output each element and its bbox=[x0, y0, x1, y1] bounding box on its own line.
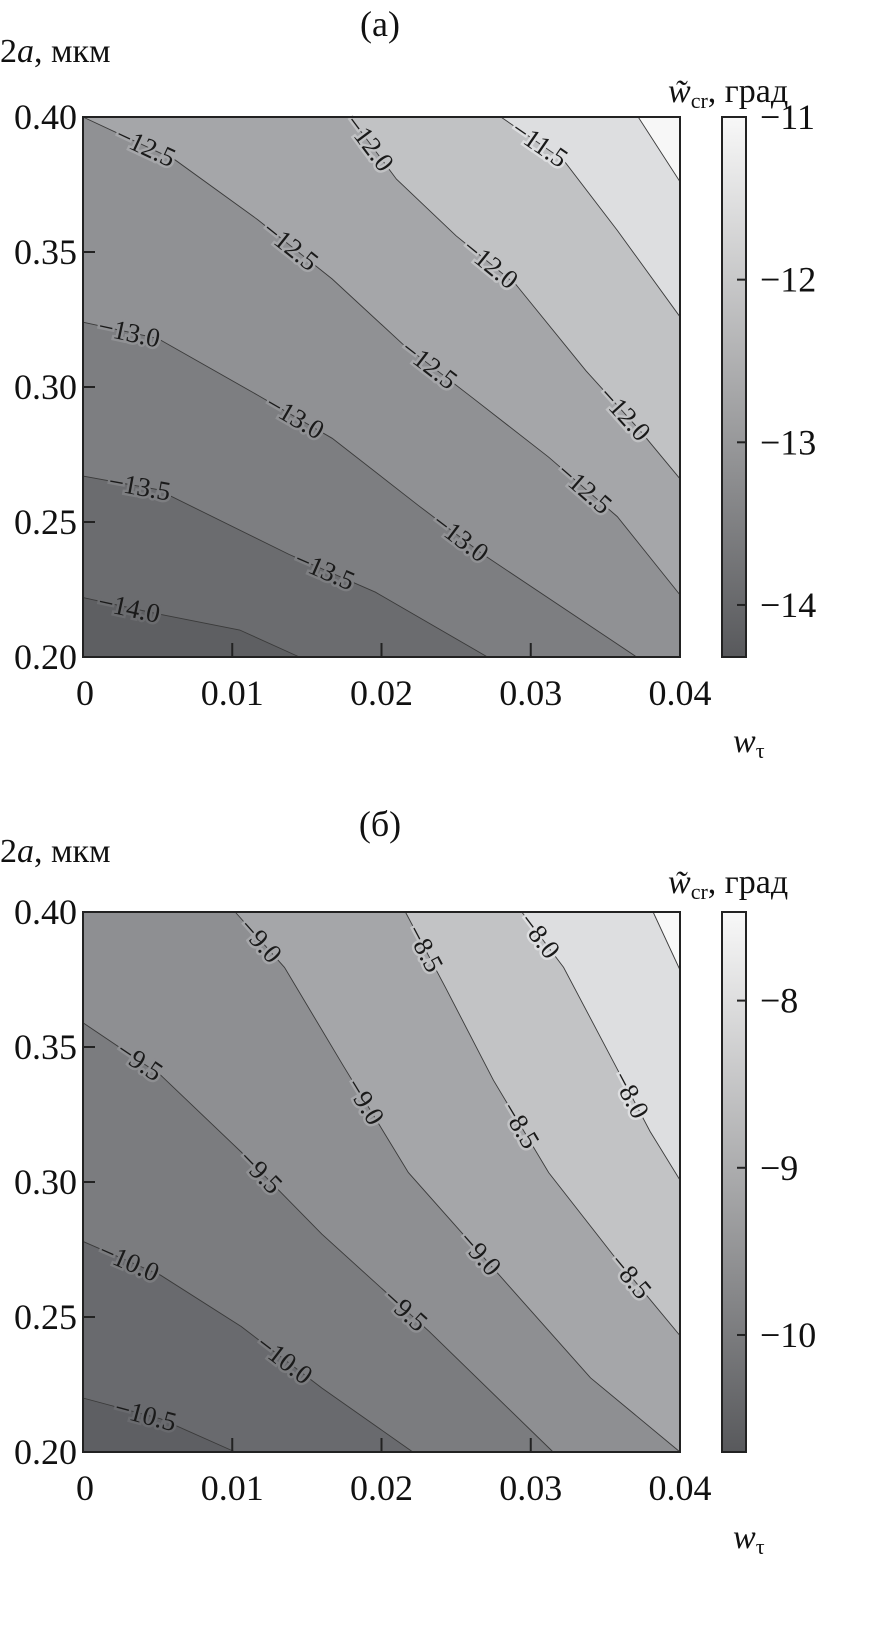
y-tick-label: 0.20 bbox=[14, 1432, 77, 1472]
y-tick-label: 0.35 bbox=[14, 1027, 77, 1067]
chart-panel-b: −10.5−10.0−10.0−9.5−9.5−9.5−9.0−9.0−9.0−… bbox=[0, 804, 816, 1559]
x-axis-label-sub: τ bbox=[756, 738, 765, 763]
y-tick-label: 0.30 bbox=[14, 1162, 77, 1202]
y-axis-label: 2a, мкм bbox=[0, 833, 111, 870]
contour-line bbox=[82, 116, 681, 596]
contour-line bbox=[82, 1022, 554, 1453]
y-tick-label: 0.25 bbox=[14, 1297, 77, 1337]
colorbar-tick-label: −14 bbox=[760, 585, 816, 625]
x-tick-label: 0.01 bbox=[201, 673, 264, 713]
contour-line bbox=[500, 116, 681, 318]
colorbar-tick-label: −8 bbox=[760, 981, 798, 1021]
chart-panel-a: −14.0−13.5−13.5−13.0−13.0−13.0−12.5−12.5… bbox=[0, 4, 816, 763]
colorbar-label-unit: , град bbox=[708, 864, 788, 901]
contour-line bbox=[349, 116, 681, 480]
x-tick-label: 0.04 bbox=[649, 673, 712, 713]
y-axis-label-num: 2 bbox=[0, 833, 17, 870]
x-tick-label: 0.01 bbox=[201, 1468, 264, 1508]
colorbar-label-unit: , град bbox=[708, 73, 788, 110]
colorbar bbox=[721, 911, 747, 1453]
x-axis-label: wτ bbox=[733, 1519, 765, 1559]
x-tick-label: 0.03 bbox=[499, 673, 562, 713]
x-axis-label-var: w bbox=[733, 723, 756, 760]
colorbar-tick-label: −9 bbox=[760, 1148, 798, 1188]
contour-band bbox=[350, 117, 680, 479]
x-tick-label: 0 bbox=[76, 673, 94, 713]
contour-line bbox=[82, 1397, 236, 1453]
y-tick-label: 0.20 bbox=[14, 637, 77, 677]
colorbar-tick-label: −12 bbox=[760, 260, 816, 300]
colorbar-label-var: w̃ bbox=[668, 73, 691, 110]
panel-title: (a) bbox=[360, 4, 400, 44]
x-tick-label: 0.04 bbox=[649, 1468, 712, 1508]
y-tick-label: 0.25 bbox=[14, 502, 77, 542]
x-tick-label: 0.03 bbox=[499, 1468, 562, 1508]
x-axis-label-var: w bbox=[733, 1519, 756, 1556]
colorbar-label-sub: cr bbox=[691, 879, 709, 904]
colorbar-label: w̃cr, град bbox=[668, 73, 788, 113]
y-axis-label-var: a bbox=[17, 33, 34, 70]
contour-line bbox=[405, 911, 681, 1336]
y-axis-label-var: a bbox=[17, 833, 34, 870]
colorbar-label-var: w̃ bbox=[668, 864, 691, 901]
colorbar-label-sub: cr bbox=[691, 88, 709, 113]
x-tick-label: 0.02 bbox=[350, 1468, 413, 1508]
colorbar-tick-label: −11 bbox=[760, 97, 815, 137]
y-axis-label-unit: , мкм bbox=[34, 33, 111, 70]
contour-line bbox=[82, 321, 637, 658]
y-tick-label: 0.40 bbox=[14, 97, 77, 137]
y-axis-label-unit: , мкм bbox=[34, 833, 111, 870]
contour-line bbox=[637, 116, 681, 183]
contour-line bbox=[521, 911, 681, 1181]
colorbar-tick-label: −10 bbox=[760, 1315, 816, 1355]
y-axis-label: 2a, мкм bbox=[0, 33, 111, 70]
y-tick-label: 0.40 bbox=[14, 892, 77, 932]
panel-title: (б) bbox=[359, 804, 401, 844]
y-tick-label: 0.35 bbox=[14, 232, 77, 272]
x-tick-label: 0.02 bbox=[350, 673, 413, 713]
y-tick-label: 0.30 bbox=[14, 367, 77, 407]
contour-line bbox=[234, 911, 681, 1453]
y-axis-label-num: 2 bbox=[0, 33, 17, 70]
contour-line bbox=[82, 475, 488, 658]
colorbar-tick-label: −13 bbox=[760, 422, 816, 462]
colorbar bbox=[721, 116, 747, 658]
contour-line bbox=[652, 911, 681, 971]
contour-band bbox=[500, 117, 680, 317]
x-axis-label: wτ bbox=[733, 723, 765, 763]
x-axis-label-sub: τ bbox=[756, 1534, 765, 1559]
x-tick-label: 0 bbox=[76, 1468, 94, 1508]
colorbar-label: w̃cr, град bbox=[668, 864, 788, 904]
contour-line bbox=[82, 597, 300, 658]
contour-line bbox=[82, 1240, 414, 1453]
